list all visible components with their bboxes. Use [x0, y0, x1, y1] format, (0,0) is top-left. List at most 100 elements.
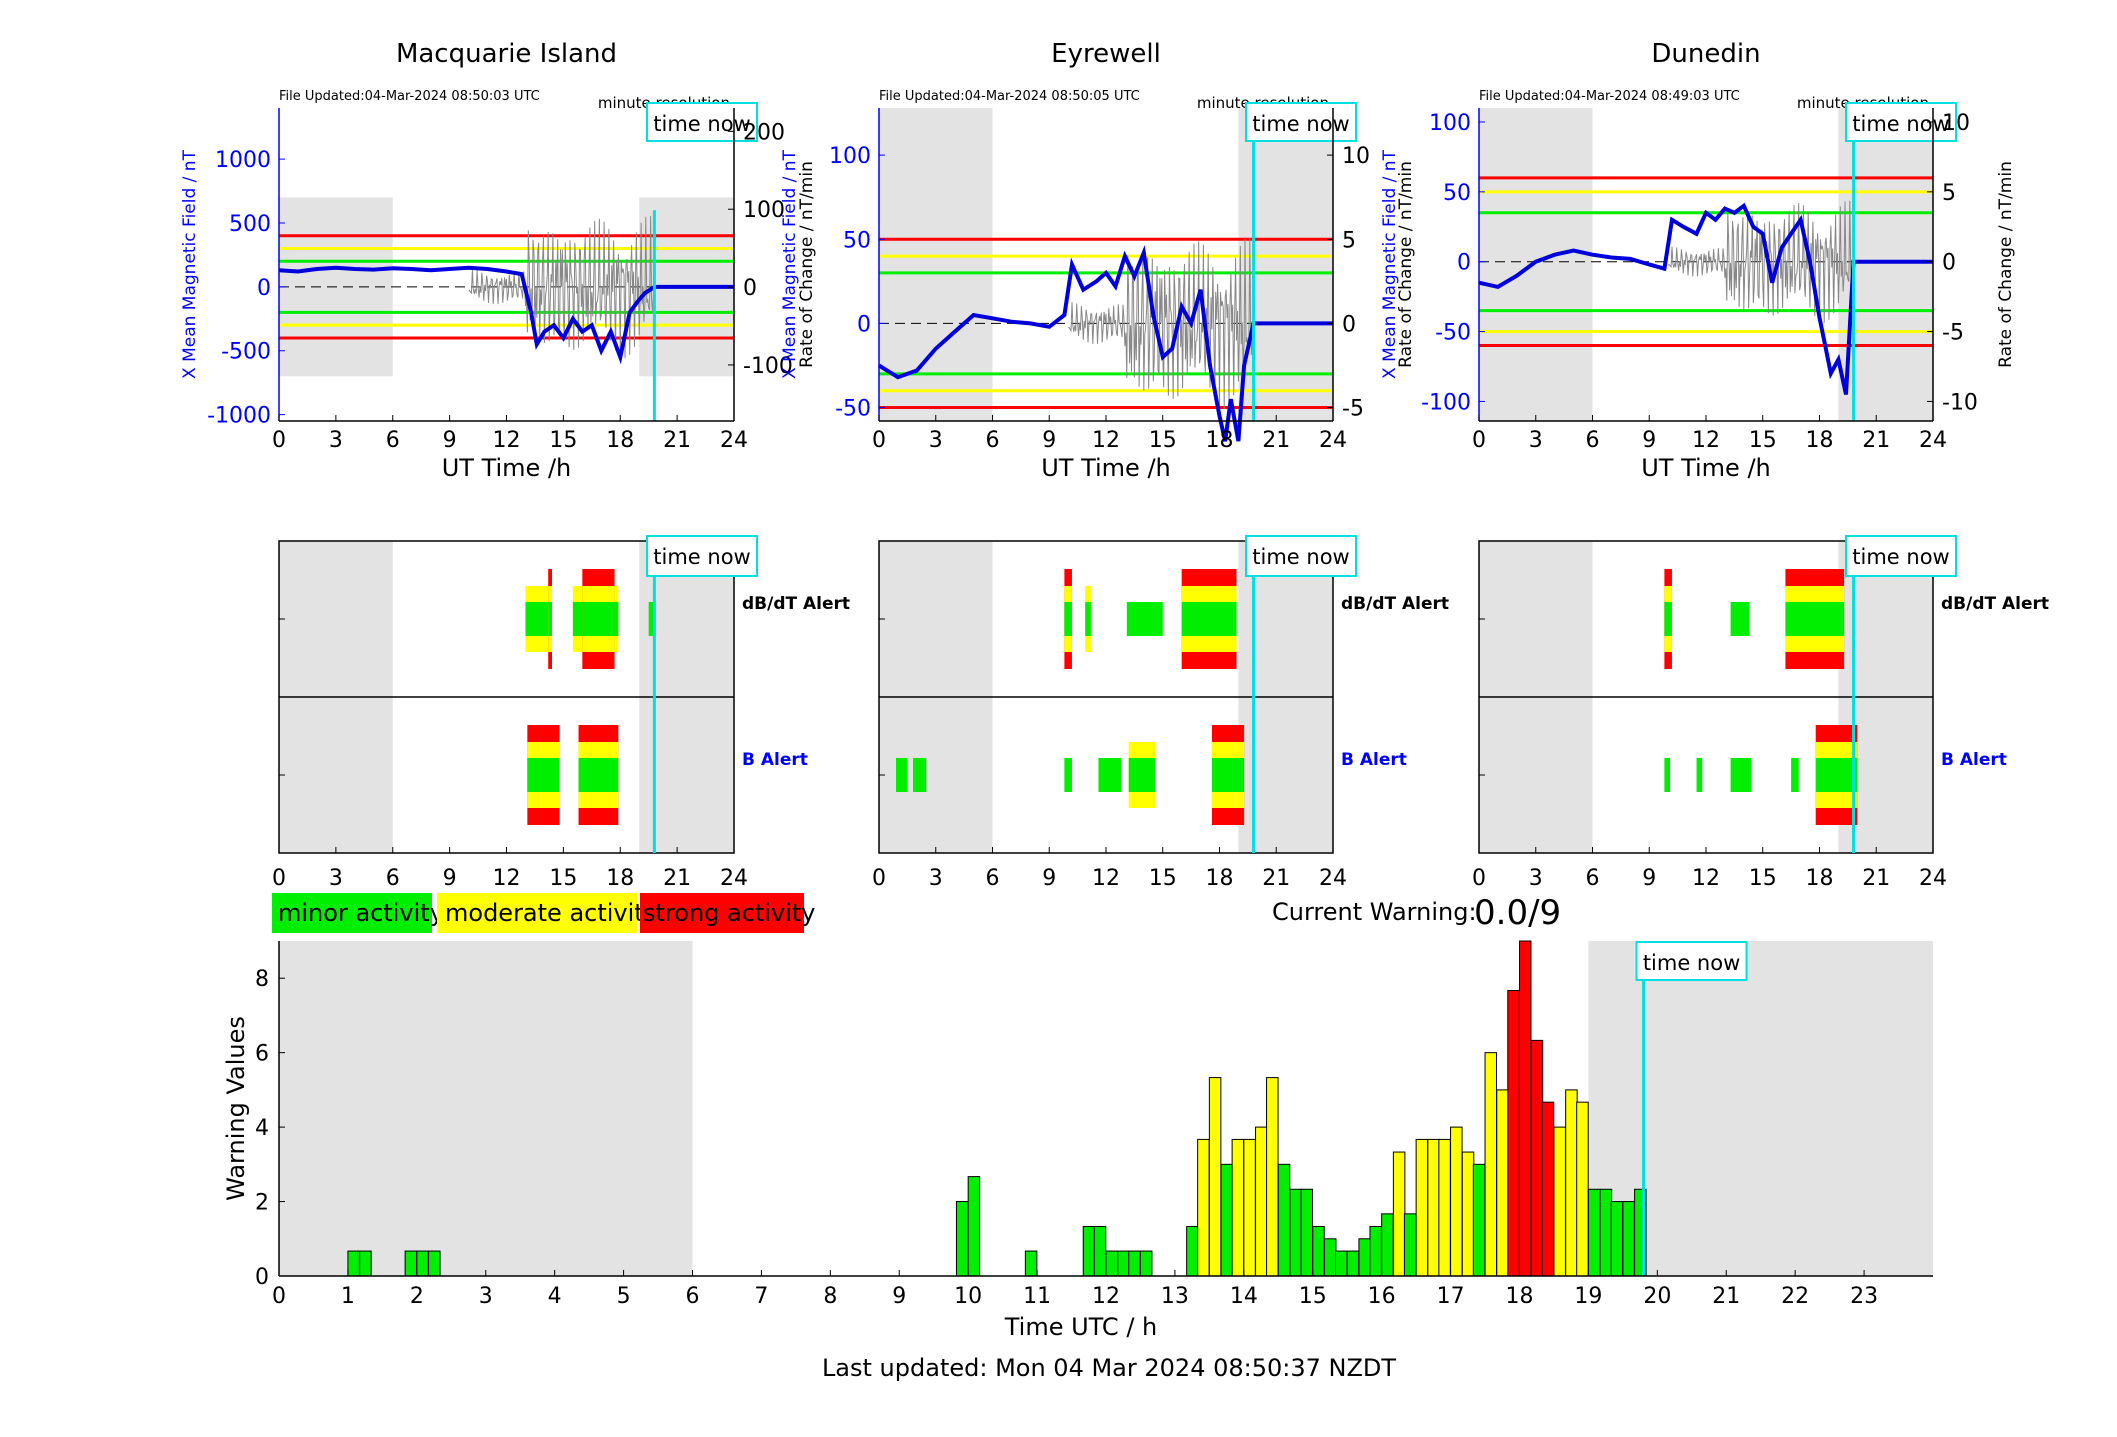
y-tick-label: 0 — [255, 1265, 269, 1290]
right-axis-label: Rate of Change / nT/min — [797, 161, 817, 368]
x-tick-label: 0 — [1472, 428, 1486, 453]
x-tick-label: 18 — [606, 428, 634, 453]
alert-band-minor — [1730, 758, 1752, 792]
time-now-box — [1845, 102, 1957, 142]
x-axis-label: UT Time /h — [1641, 454, 1771, 482]
x-tick-label: 1 — [341, 1284, 355, 1309]
right-tick-label: 200 — [743, 120, 785, 145]
time-now-box — [1845, 535, 1957, 577]
legend-minor-swatch — [272, 893, 432, 933]
x-tick-label: 24 — [1919, 428, 1947, 453]
time-now-label: time now — [1852, 112, 1949, 136]
warning-bar — [404, 1250, 418, 1277]
x-tick-label: 4 — [548, 1284, 562, 1309]
x-tick-label: 21 — [1262, 866, 1290, 891]
x-tick-label: 18 — [1506, 1284, 1534, 1309]
x-tick-label: 24 — [1319, 428, 1347, 453]
x-tick-label: 8 — [823, 1284, 837, 1309]
x-tick-label: 18 — [1206, 866, 1234, 891]
warning-bar — [1599, 1188, 1613, 1277]
x-axis-label: UT Time /h — [1041, 454, 1171, 482]
warning-bar — [1323, 1238, 1337, 1277]
x-tick-label: 13 — [1161, 1284, 1189, 1309]
alert-band-minor — [1128, 758, 1156, 792]
y-axis-label: X Mean Magnetic Field / nT — [780, 149, 800, 379]
x-tick-label: 9 — [1042, 866, 1056, 891]
rate-of-change-trace — [1668, 200, 1854, 323]
x-tick-label: 0 — [272, 866, 286, 891]
x-tick-label: 12 — [1092, 428, 1120, 453]
current-warning-value: 0.0/9 — [1474, 893, 1561, 933]
warning-bar — [1622, 1201, 1635, 1277]
warning-bar — [1093, 1225, 1107, 1277]
warning-bar — [1266, 1077, 1279, 1277]
right-tick-label: 100 — [743, 198, 785, 223]
left-tick-label: 50 — [843, 228, 871, 253]
x-tick-label: 2 — [410, 1284, 424, 1309]
warning-bar — [359, 1250, 372, 1277]
x-tick-label: 9 — [1642, 428, 1656, 453]
warning-bar — [1403, 1213, 1417, 1277]
x-tick-label: 18 — [606, 866, 634, 891]
alert-band-minor — [1181, 602, 1237, 636]
x-tick-label: 15 — [1749, 866, 1777, 891]
x-tick-label: 3 — [1529, 428, 1543, 453]
legend-minor-label: minor activity — [278, 899, 444, 927]
warning-bar — [1415, 1138, 1429, 1277]
warning-bar — [416, 1250, 429, 1277]
b-alert-label: B Alert — [742, 750, 808, 770]
x-tick-label: 15 — [1149, 866, 1177, 891]
warning-bar — [1346, 1250, 1360, 1277]
y-axis-label: X Mean Magnetic Field / nT — [1380, 149, 1400, 379]
left-tick-label: 100 — [1429, 111, 1471, 136]
alert-band-minor — [525, 602, 549, 636]
x-tick-label: 6 — [1586, 866, 1600, 891]
alert-band-minor — [1696, 758, 1703, 792]
y-axis-label: X Mean Magnetic Field / nT — [180, 149, 200, 379]
x-tick-label: 0 — [272, 1284, 286, 1309]
night-shading — [879, 108, 993, 421]
warning-bar — [1139, 1250, 1153, 1277]
warning-bar — [1438, 1138, 1451, 1277]
warning-bar — [1541, 1101, 1555, 1277]
warning-bar — [1277, 1163, 1291, 1277]
warning-bar — [1472, 1163, 1486, 1277]
legend-moderate-label: moderate activity — [445, 899, 658, 927]
alert-band-minor — [578, 758, 619, 792]
x-tick-label: 0 — [1472, 866, 1486, 891]
x-tick-label: 21 — [1862, 428, 1890, 453]
station-chart: Dunedin File Updated:04-Mar-2024 08:49:03… — [1380, 39, 2016, 482]
alert-band-minor — [1664, 758, 1671, 792]
x-tick-label: 24 — [720, 428, 748, 453]
x-tick-label: 6 — [386, 428, 400, 453]
left-tick-label: 0 — [857, 312, 871, 337]
file-updated-label: File Updated:04-Mar-2024 08:50:03 UTC — [279, 89, 540, 104]
right-tick-label: -5 — [1342, 397, 1364, 422]
warning-bar — [1519, 940, 1532, 1277]
warning-bar — [1553, 1126, 1566, 1277]
right-tick-label: 10 — [1942, 111, 1970, 136]
left-tick-label: -100 — [1421, 390, 1471, 415]
warning-bar — [1358, 1238, 1371, 1277]
dbdt-alert-label: dB/dT Alert — [1941, 594, 2049, 614]
alert-band-minor — [1785, 602, 1845, 636]
x-tick-label: 22 — [1781, 1284, 1809, 1309]
file-updated-label: File Updated:04-Mar-2024 08:50:05 UTC — [879, 89, 1140, 104]
left-tick-label: -50 — [1435, 321, 1471, 346]
alert-band-minor — [1815, 758, 1858, 792]
warning-bar — [1587, 1188, 1601, 1277]
right-tick-label: -5 — [1942, 321, 1964, 346]
chart-title: Macquarie Island — [396, 39, 617, 69]
right-tick-label: 0 — [1942, 251, 1956, 276]
alert-band-minor — [527, 758, 560, 792]
left-tick-label: -1000 — [207, 404, 271, 429]
alert-band-minor — [1098, 758, 1122, 792]
time-now-label: time now — [1252, 545, 1349, 569]
warning-bar — [1496, 1089, 1509, 1277]
x-tick-label: 9 — [1042, 428, 1056, 453]
alert-panel: time now dB/dT Alert B Alert 0 3 6 9 12 15 18 21 24 — [272, 535, 850, 891]
right-tick-label: 10 — [1342, 144, 1370, 169]
x-tick-label: 3 — [479, 1284, 493, 1309]
